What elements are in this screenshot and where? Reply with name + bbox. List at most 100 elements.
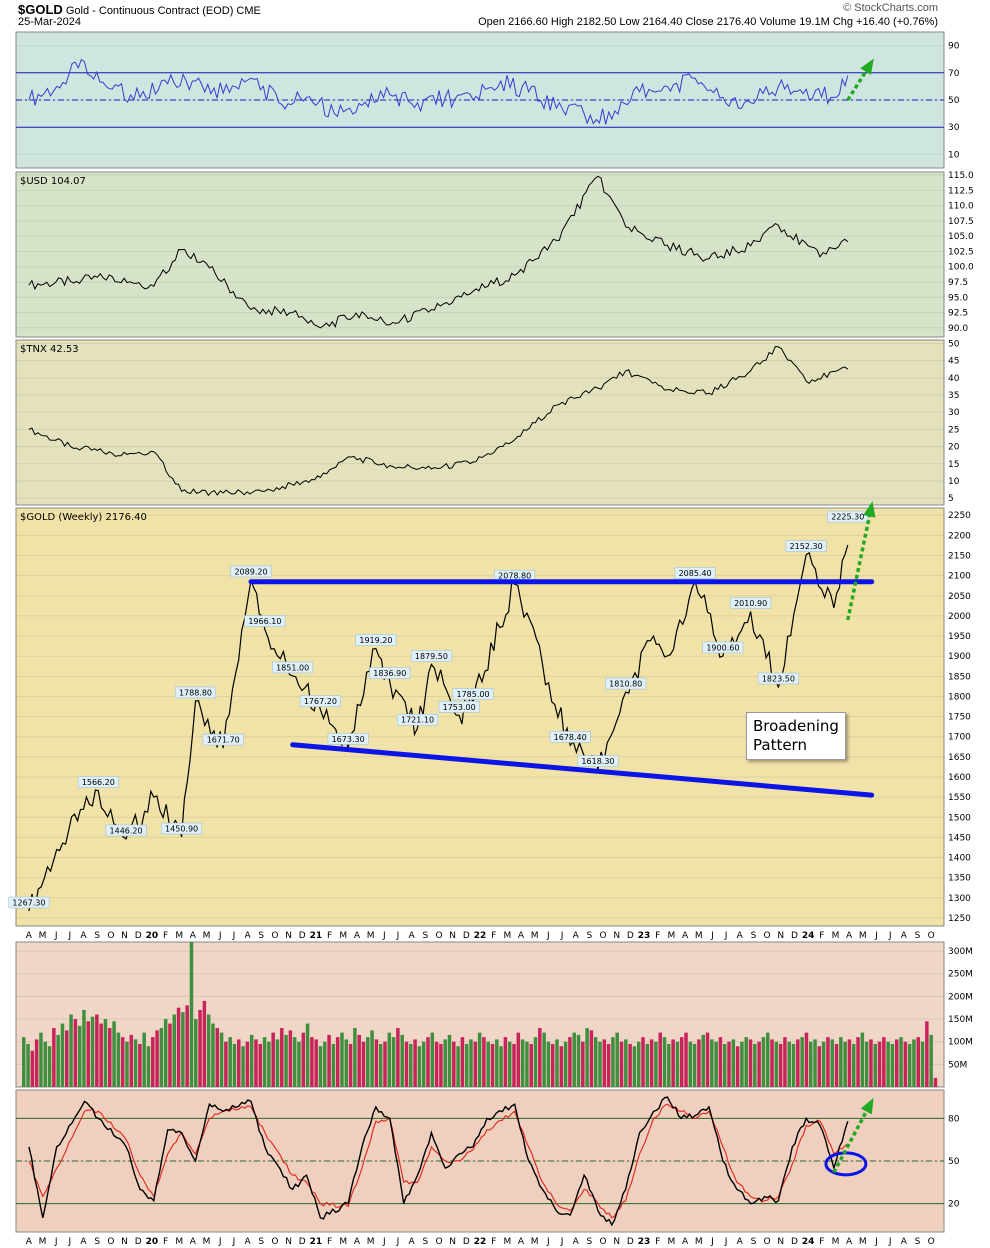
volume-bar <box>206 1014 211 1087</box>
price-label: 1446.20 <box>110 826 143 835</box>
x-axis-label: F <box>819 1237 824 1247</box>
volume-bar <box>374 1039 379 1087</box>
volume-bar <box>886 1041 890 1087</box>
x-axis-label: 24 <box>802 1237 815 1247</box>
volume-bar <box>593 1037 598 1087</box>
volume-bar <box>714 1041 718 1087</box>
symbol-label: $GOLD <box>18 2 63 17</box>
x-axis-label: A <box>190 1237 197 1247</box>
x-axis-label: J <box>68 931 72 941</box>
x-axis-label: M <box>859 931 867 941</box>
volume-bar <box>628 1043 632 1087</box>
x-axis-label: D <box>463 1237 470 1247</box>
x-axis-label: O <box>435 1237 442 1247</box>
price-label: 1879.50 <box>415 652 448 661</box>
tnx-tick-label: 40 <box>948 374 960 384</box>
volume-bar <box>856 1037 860 1087</box>
x-axis-label: D <box>463 931 470 941</box>
volume-bar <box>391 1037 396 1087</box>
price-label: 1836.90 <box>373 669 406 678</box>
x-axis-label: F <box>327 931 332 941</box>
volume-bar <box>555 1039 559 1087</box>
x-axis-label: M <box>39 1237 47 1247</box>
x-axis-label: J <box>396 931 400 941</box>
volume-bar <box>538 1028 542 1087</box>
gold-tick-label: 2000 <box>948 612 971 622</box>
rsi-tick-label: 10 <box>948 150 960 160</box>
tnx-tick-label: 20 <box>948 443 960 453</box>
x-axis-label: M <box>339 931 347 941</box>
volume-bar <box>77 1025 82 1087</box>
price-label-box <box>438 701 480 713</box>
volume-bar <box>516 1032 521 1087</box>
price-label-box <box>327 733 369 745</box>
stochastic-tick-label: 50 <box>948 1157 960 1167</box>
x-axis-label: A <box>682 1237 689 1247</box>
volume-bar <box>503 1037 508 1087</box>
volume-bar <box>361 1041 366 1087</box>
volume-bar <box>899 1037 903 1087</box>
x-axis-label: D <box>627 931 634 941</box>
price-label-box <box>202 733 244 746</box>
volume-bar <box>288 1030 293 1087</box>
x-axis-label: M <box>203 931 211 941</box>
volume-bar <box>348 1043 353 1087</box>
volume-bar <box>310 1037 314 1087</box>
x-axis-label: M <box>832 1237 840 1247</box>
volume-bar <box>735 1046 740 1087</box>
volume-bar <box>882 1037 886 1087</box>
x-axis-label: N <box>285 931 292 941</box>
tnx-panel-label: $TNX 42.53 <box>20 344 79 355</box>
volume-tick-label: 300M <box>948 947 973 957</box>
volume-bar <box>912 1039 916 1087</box>
volume-bar <box>869 1039 873 1087</box>
volume-bar <box>933 1077 938 1087</box>
x-axis-label: S <box>94 1237 100 1247</box>
price-label: 1721.10 <box>401 716 434 725</box>
volume-bar <box>39 1032 43 1087</box>
volume-bar <box>546 1041 551 1087</box>
x-axis-label: F <box>655 931 660 941</box>
x-axis-label: D <box>299 931 306 941</box>
volume-bar <box>581 1041 585 1087</box>
volume-bar <box>112 1021 116 1087</box>
gold-tick-label: 1350 <box>948 874 971 884</box>
volume-bar <box>60 1023 65 1087</box>
tnx-tick-label: 15 <box>948 460 959 470</box>
volume-tick-label: 50M <box>948 1060 967 1070</box>
volume-bar <box>645 1043 650 1087</box>
volume-bar <box>69 1014 73 1087</box>
x-axis-label: J <box>546 1237 550 1247</box>
x-axis-label: J <box>888 1237 892 1247</box>
x-axis-label: N <box>449 1237 456 1247</box>
volume-bar <box>903 1041 908 1087</box>
usd-tick-label: 110.0 <box>948 202 974 212</box>
x-axis-label: S <box>258 931 264 941</box>
volume-bar <box>185 1005 189 1087</box>
volume-bar <box>636 1041 641 1087</box>
volume-bar <box>73 1019 78 1087</box>
volume-bar <box>370 1030 374 1087</box>
x-axis-label: J <box>560 931 564 941</box>
x-axis-label: J <box>396 1237 400 1247</box>
volume-bar <box>275 1039 280 1087</box>
rsi-tick-label: 50 <box>948 96 960 106</box>
x-axis-label: 23 <box>638 1237 651 1247</box>
x-axis-label: A <box>737 931 744 941</box>
volume-bar <box>249 1034 254 1087</box>
volume-bar <box>495 1039 499 1087</box>
gold-tick-label: 2150 <box>948 552 971 562</box>
x-axis-label: M <box>531 1237 539 1247</box>
x-axis-label: J <box>724 931 728 941</box>
volume-bar <box>430 1032 435 1087</box>
annotation-line-2: Pattern <box>753 736 807 754</box>
price-label: 1267.30 <box>12 898 45 907</box>
volume-bar <box>667 1043 671 1087</box>
volume-bar <box>813 1039 817 1087</box>
x-axis-label: 21 <box>310 931 323 941</box>
price-label: 1785.00 <box>457 690 490 699</box>
gold-tick-label: 1500 <box>948 813 971 823</box>
price-label: 2152.30 <box>790 542 823 551</box>
price-label: 1618.30 <box>581 757 614 766</box>
